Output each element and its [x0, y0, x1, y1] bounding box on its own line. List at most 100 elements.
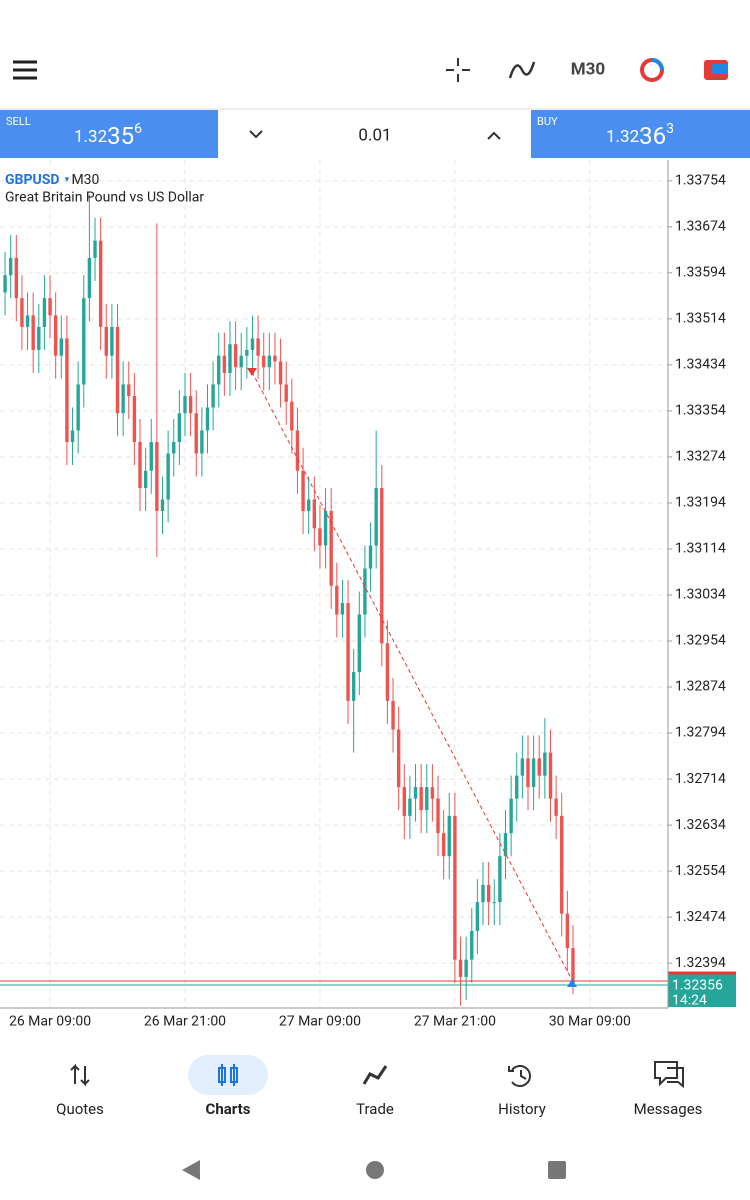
- chart: 1.33754 1.33674 1.33594 1.33514 1.33434 1.333…: [0, 160, 736, 1030]
- candle-body: [464, 959, 468, 977]
- candle-body: [565, 913, 570, 949]
- candle-body: [42, 298, 47, 327]
- buy-price: 1.32363: [606, 121, 674, 151]
- candle-body: [98, 240, 103, 327]
- timeframe-button[interactable]: M30: [571, 59, 605, 79]
- x-tick-label: 30 Mar 09:00: [549, 1014, 631, 1030]
- candle-body: [82, 298, 86, 385]
- candle-body: [458, 959, 463, 977]
- back-button[interactable]: [182, 1160, 200, 1180]
- charts-tab-highlight: [188, 1055, 268, 1095]
- candle-body: [481, 884, 485, 903]
- y-tick-label: 1.33674: [675, 219, 726, 235]
- candle-body: [447, 815, 451, 857]
- y-tick-label: 1.33194: [675, 495, 726, 511]
- x-tick-label: 27 Mar 21:00: [414, 1014, 496, 1030]
- x-tick-label: 27 Mar 09:00: [279, 1014, 361, 1030]
- candle-body: [363, 568, 367, 615]
- x-tick-label: 26 Mar 21:00: [144, 1014, 226, 1030]
- candle-body: [509, 798, 513, 834]
- candle-body: [127, 384, 131, 396]
- candle-body: [318, 528, 322, 546]
- volume-down[interactable]: [249, 130, 263, 139]
- candle-body: [65, 338, 69, 442]
- nav-tab[interactable]: Messages: [634, 1100, 703, 1118]
- recents-button[interactable]: [548, 1161, 566, 1179]
- bottom-nav: Quotes Charts Trade History Messages: [56, 1100, 702, 1118]
- nav-icons: [70, 1061, 684, 1089]
- candle-body: [278, 361, 283, 385]
- candle-body: [217, 355, 221, 385]
- candle-body: [402, 787, 406, 816]
- candle-body: [160, 499, 165, 512]
- candle-body: [430, 787, 435, 799]
- candle-body: [37, 326, 41, 350]
- sell-price-pips: 35: [107, 122, 134, 150]
- candle-body: [323, 511, 328, 546]
- candle-body: [20, 298, 24, 327]
- nav-tab[interactable]: Trade: [356, 1100, 394, 1118]
- y-tick-label: 1.32794: [675, 725, 726, 741]
- volume[interactable]: 0.01: [358, 125, 391, 145]
- crosshair-button[interactable]: [446, 58, 470, 82]
- candle-body: [31, 315, 35, 350]
- candle-body: [329, 511, 333, 586]
- y-tick-label: 1.32474: [675, 909, 726, 925]
- candle-body: [104, 326, 108, 356]
- candle-body: [419, 787, 423, 811]
- candle-body: [110, 326, 114, 356]
- candle-body: [346, 603, 350, 701]
- candle-body: [560, 815, 564, 914]
- candle-body: [87, 257, 92, 299]
- buy-button[interactable]: [531, 110, 750, 158]
- candle-body: [121, 384, 125, 414]
- y-tick-label: 1.32874: [675, 679, 726, 695]
- y-tick-label: 1.33514: [675, 311, 726, 327]
- sell-button[interactable]: [0, 110, 218, 158]
- menu-button[interactable]: [13, 60, 37, 80]
- nav-tab[interactable]: Charts: [206, 1100, 251, 1118]
- chart-type-button[interactable]: [640, 58, 664, 82]
- candle-body: [205, 407, 210, 431]
- candle-body: [436, 798, 440, 834]
- y-tick-label: 1.32394: [675, 955, 726, 971]
- candle-body: [3, 275, 7, 293]
- candle-body: [8, 257, 13, 276]
- y-tick-label: 1.33114: [675, 541, 726, 557]
- candle-body: [155, 441, 159, 512]
- sell-price: 1.32356: [74, 121, 142, 151]
- candle-body: [368, 545, 373, 569]
- sell-price-main: 1.32: [74, 127, 107, 147]
- trade-button[interactable]: [704, 60, 728, 80]
- candle-body: [475, 902, 480, 931]
- countdown-label: 14:24: [672, 993, 707, 1009]
- candle-body: [250, 338, 255, 350]
- candle-body: [194, 413, 198, 454]
- candle-body: [486, 884, 491, 903]
- candle-body: [335, 585, 339, 615]
- symbol-description: Great Britain Pound vs US Dollar: [5, 190, 204, 206]
- chart-header: GBPUSD ▾ M30: [5, 172, 100, 188]
- candle-body: [245, 349, 249, 356]
- candle-body: [188, 395, 193, 414]
- candle-body: [273, 355, 277, 362]
- candle-body: [262, 355, 266, 368]
- chart-timeframe: M30: [71, 172, 99, 188]
- candle-body: [14, 257, 19, 299]
- candle-body: [380, 488, 384, 644]
- indicators-button[interactable]: [508, 61, 536, 79]
- candle-body: [228, 344, 232, 373]
- volume-up[interactable]: [487, 131, 501, 140]
- sell-label: SELL: [6, 115, 31, 128]
- nav-tab[interactable]: Quotes: [56, 1100, 104, 1118]
- candle-body: [93, 240, 97, 258]
- candle-body: [53, 315, 58, 356]
- candle-body: [200, 430, 204, 454]
- nav-tab[interactable]: History: [498, 1100, 546, 1118]
- candle-body: [177, 413, 182, 442]
- home-button[interactable]: [366, 1161, 384, 1179]
- candle-body: [571, 948, 575, 985]
- candle-body: [492, 902, 496, 904]
